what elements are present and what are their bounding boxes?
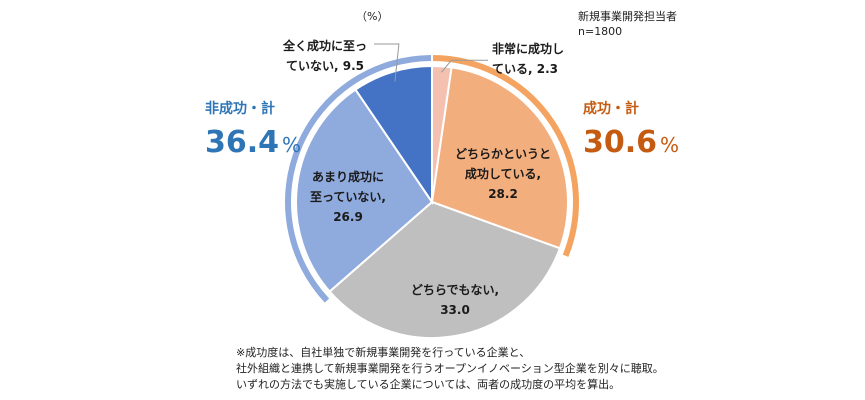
slice-label-3: あまり成功に至っていない, 26.9	[310, 169, 386, 224]
slice-label-4: 全く成功に至っていない, 9.5	[282, 38, 367, 73]
success-group-value: 30.6	[583, 125, 657, 160]
slice-labels: 非常に成功している, 2.3 どちらかというと成功している, 28.2 どちらでもない…	[282, 38, 564, 317]
unit-label: （%）	[356, 10, 388, 23]
footnote-line-1: ※成功度は、自社単独で新規事業開発を行っている企業と、	[236, 345, 530, 359]
success-group-percent: %	[660, 133, 679, 157]
pie-slice-3	[295, 88, 434, 293]
failure-group-total: 36.4%	[205, 125, 301, 160]
pie-slice-1	[430, 66, 569, 250]
respondent-label: 新規事業開発担当者	[578, 9, 677, 23]
leader-lines	[374, 43, 488, 82]
sample-size-label: n=1800	[578, 25, 622, 38]
failure-group-title: 非成功・計	[205, 100, 275, 117]
failure-group-value: 36.4	[205, 125, 279, 160]
pie-slice-4	[354, 64, 433, 206]
footnote-line-3: いずれの方法でも実施している企業については、両者の成功度の平均を算出。	[236, 377, 620, 391]
failure-group-callout: 非成功・計 36.4%	[205, 100, 301, 160]
pie-slices	[295, 64, 569, 339]
group-rings	[285, 55, 579, 303]
slice-label-0: 非常に成功している, 2.3	[492, 41, 564, 76]
success-group-callout: 成功・計 30.6%	[583, 100, 679, 160]
slice-label-2: どちらでもない, 33.0	[411, 283, 499, 317]
leader-line-0	[441, 59, 488, 73]
success-ring	[432, 55, 579, 257]
success-group-title: 成功・計	[583, 100, 639, 117]
slice-label-1: どちらかというと成功している, 28.2	[455, 147, 551, 201]
failure-group-percent: %	[282, 133, 301, 157]
pie-slice-2	[328, 200, 562, 339]
footnote: ※成功度は、自社単独で新規事業開発を行っている企業と、 社外組織と連携して新規事…	[236, 345, 664, 391]
failure-ring	[285, 55, 432, 303]
success-group-total: 30.6%	[583, 125, 679, 160]
leader-line-4	[374, 43, 400, 82]
footnote-line-2: 社外組織と連携して新規事業開発を行うオープンイノベーション型企業を別々に聴取。	[236, 361, 664, 375]
